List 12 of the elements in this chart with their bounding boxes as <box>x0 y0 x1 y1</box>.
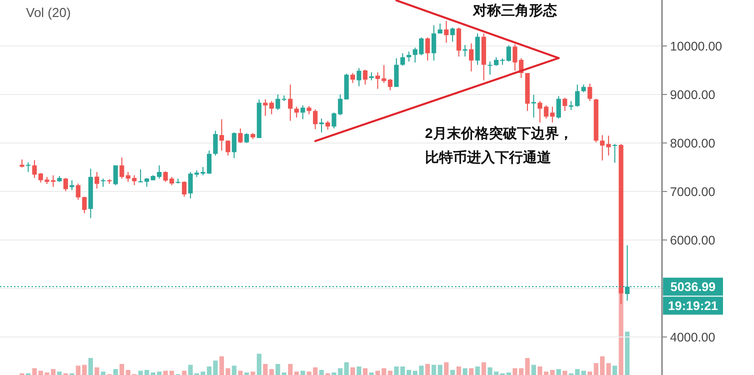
annotation: 比特币进入下行通道 <box>425 149 552 165</box>
y-tick-label: 10000.00 <box>670 39 722 54</box>
annotation: 2月末价格突破下边界， <box>425 125 573 141</box>
y-tick-label: 7000.00 <box>670 184 716 199</box>
text: 19:19:21 <box>668 299 718 314</box>
y-tick-label: 9000.00 <box>670 88 716 102</box>
annotation: 对称三角形态 <box>472 2 557 18</box>
y-tick-label: 6000.00 <box>670 233 716 248</box>
y-tick-label: 8000.00 <box>670 136 716 150</box>
y-tick-label: 4000.00 <box>670 330 716 344</box>
chart-title: Vol (20) <box>26 5 71 20</box>
ref-line-label: 5036.99 <box>670 280 716 294</box>
